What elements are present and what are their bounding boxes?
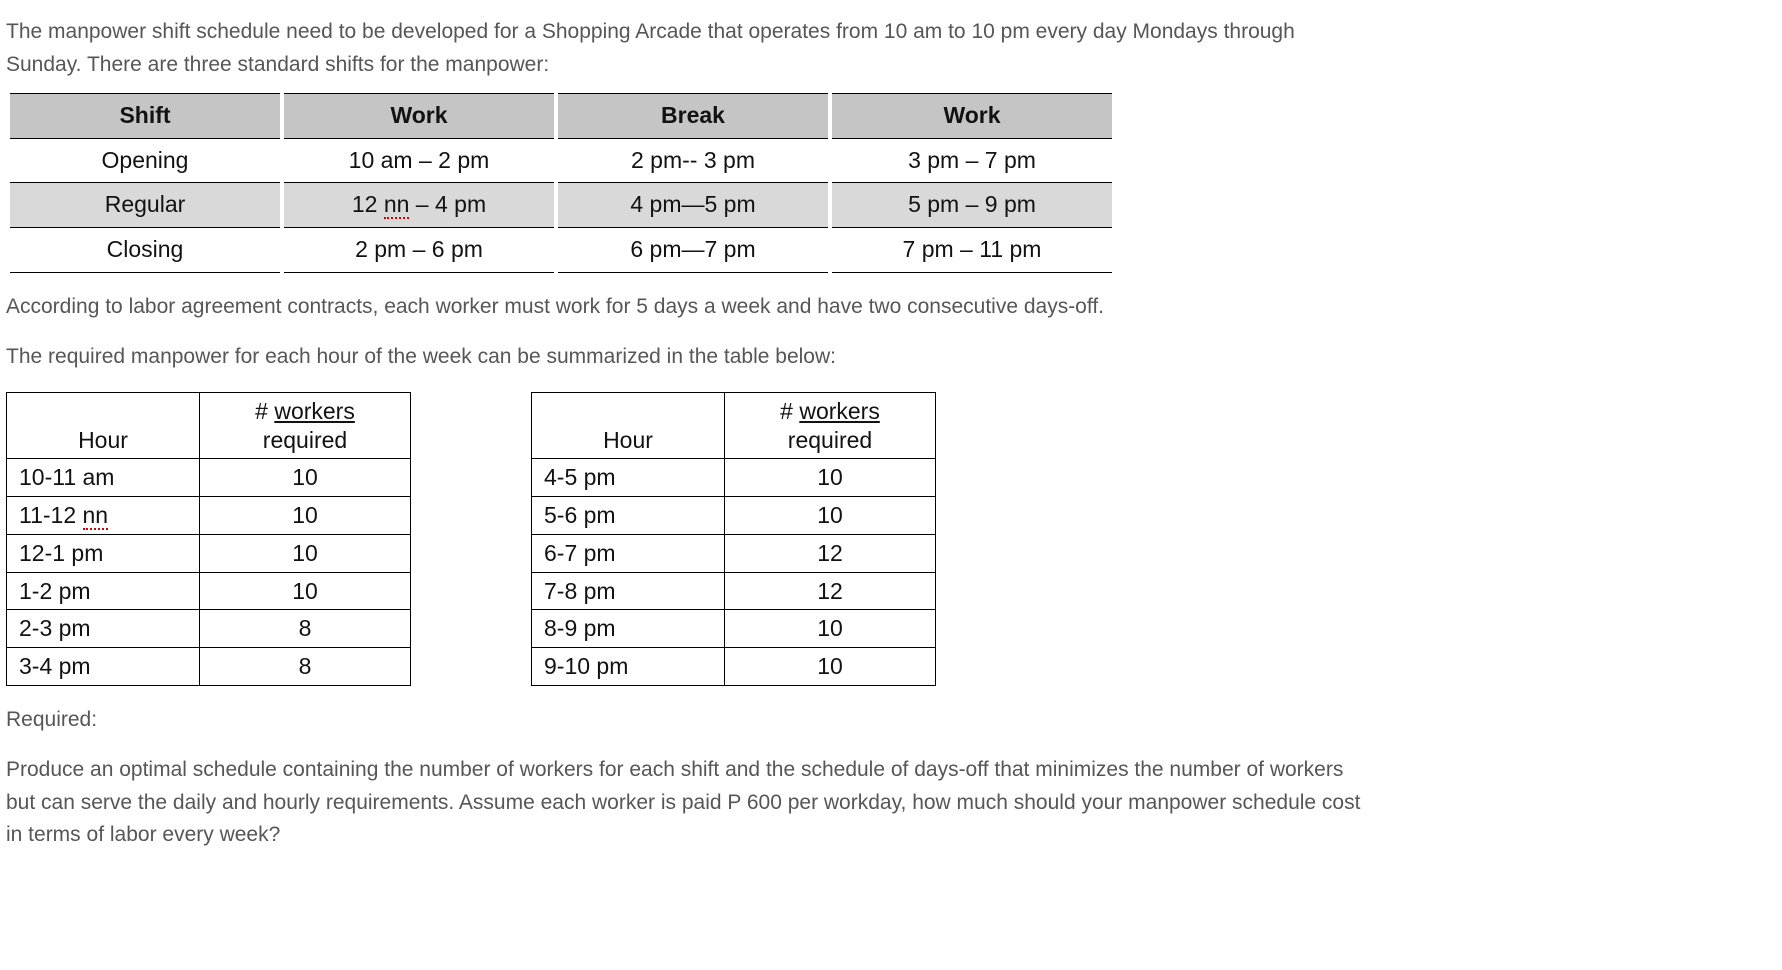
workers-req-cell: 8	[200, 610, 411, 648]
workers-req-cell: 10	[200, 459, 411, 497]
shift-table-row: Closing2 pm – 6 pm6 pm—7 pm7 pm – 11 pm	[8, 228, 1114, 273]
workers-hour-cell: 1-2 pm	[7, 572, 200, 610]
shift-header-shift: Shift	[8, 94, 282, 139]
shift-table-cell: 4 pm—5 pm	[556, 183, 830, 228]
workers-req-cell: 10	[200, 534, 411, 572]
workers-hour-cell: 8-9 pm	[532, 610, 725, 648]
shift-table-cell: Opening	[8, 138, 282, 183]
workers-hour-cell: 10-11 am	[7, 459, 200, 497]
workers-row: 8-9 pm10	[532, 610, 936, 648]
workers-row: 3-4 pm8	[7, 648, 411, 686]
workers-left-req-header: # workersrequired	[200, 392, 411, 459]
required-paragraph: Produce an optimal schedule containing t…	[6, 754, 1772, 852]
shift-table-cell: Closing	[8, 228, 282, 273]
workers-right-hour-header: Hour	[532, 392, 725, 459]
workers-hour-cell: 7-8 pm	[532, 572, 725, 610]
workers-row: 11-12 nn10	[7, 497, 411, 535]
shift-table-cell: 7 pm – 11 pm	[830, 228, 1114, 273]
intro-line-1: The manpower shift schedule need to be d…	[6, 20, 1295, 43]
shift-header-work2: Work	[830, 94, 1114, 139]
workers-hour-cell: 5-6 pm	[532, 497, 725, 535]
shift-table-row: Opening10 am – 2 pm2 pm-- 3 pm3 pm – 7 p…	[8, 138, 1114, 183]
workers-hour-cell: 12-1 pm	[7, 534, 200, 572]
shift-table: Shift Work Break Work Opening10 am – 2 p…	[6, 93, 1116, 273]
shift-table-cell: 5 pm – 9 pm	[830, 183, 1114, 228]
required-manpower-intro: The required manpower for each hour of t…	[6, 341, 1772, 374]
shift-table-cell: 3 pm – 7 pm	[830, 138, 1114, 183]
workers-row: 4-5 pm10	[532, 459, 936, 497]
workers-row: 12-1 pm10	[7, 534, 411, 572]
shift-table-cell: 12 nn – 4 pm	[282, 183, 556, 228]
workers-row: 5-6 pm10	[532, 497, 936, 535]
required-line-2: but can serve the daily and hourly requi…	[6, 791, 1360, 814]
workers-table-left: Hour # workersrequired 10-11 am1011-12 n…	[6, 392, 411, 686]
workers-hour-cell: 3-4 pm	[7, 648, 200, 686]
workers-right-req-header: # workersrequired	[725, 392, 936, 459]
shift-table-header-row: Shift Work Break Work	[8, 94, 1114, 139]
required-line-3: in terms of labor every week?	[6, 823, 280, 846]
shift-table-cell: 10 am – 2 pm	[282, 138, 556, 183]
shift-table-row: Regular12 nn – 4 pm4 pm—5 pm5 pm – 9 pm	[8, 183, 1114, 228]
labor-agreement-text: According to labor agreement contracts, …	[6, 291, 1772, 324]
workers-row: 7-8 pm12	[532, 572, 936, 610]
workers-hour-cell: 2-3 pm	[7, 610, 200, 648]
workers-req-cell: 10	[725, 497, 936, 535]
workers-hour-cell: 4-5 pm	[532, 459, 725, 497]
workers-hour-cell: 9-10 pm	[532, 648, 725, 686]
shift-header-break: Break	[556, 94, 830, 139]
workers-req-cell: 10	[725, 610, 936, 648]
intro-paragraph: The manpower shift schedule need to be d…	[6, 16, 1772, 81]
workers-req-cell: 12	[725, 534, 936, 572]
required-line-1: Produce an optimal schedule containing t…	[6, 758, 1343, 781]
workers-left-hour-header: Hour	[7, 392, 200, 459]
required-label: Required:	[6, 704, 1772, 737]
workers-row: 6-7 pm12	[532, 534, 936, 572]
workers-req-cell: 10	[200, 572, 411, 610]
workers-table-right: Hour # workersrequired 4-5 pm105-6 pm106…	[531, 392, 936, 686]
workers-tables-row: Hour # workersrequired 10-11 am1011-12 n…	[6, 392, 1772, 686]
workers-req-cell: 10	[725, 648, 936, 686]
intro-line-2: Sunday. There are three standard shifts …	[6, 53, 549, 76]
workers-req-cell: 12	[725, 572, 936, 610]
shift-header-work1: Work	[282, 94, 556, 139]
shift-table-cell: Regular	[8, 183, 282, 228]
workers-right-header: Hour # workersrequired	[532, 392, 936, 459]
workers-row: 2-3 pm8	[7, 610, 411, 648]
workers-req-cell: 10	[200, 497, 411, 535]
workers-row: 1-2 pm10	[7, 572, 411, 610]
workers-left-header: Hour # workersrequired	[7, 392, 411, 459]
workers-hour-cell: 6-7 pm	[532, 534, 725, 572]
workers-req-cell: 8	[200, 648, 411, 686]
workers-hour-cell: 11-12 nn	[7, 497, 200, 535]
workers-row: 9-10 pm10	[532, 648, 936, 686]
shift-table-cell: 2 pm-- 3 pm	[556, 138, 830, 183]
shift-table-cell: 6 pm—7 pm	[556, 228, 830, 273]
workers-req-cell: 10	[725, 459, 936, 497]
shift-table-cell: 2 pm – 6 pm	[282, 228, 556, 273]
workers-row: 10-11 am10	[7, 459, 411, 497]
